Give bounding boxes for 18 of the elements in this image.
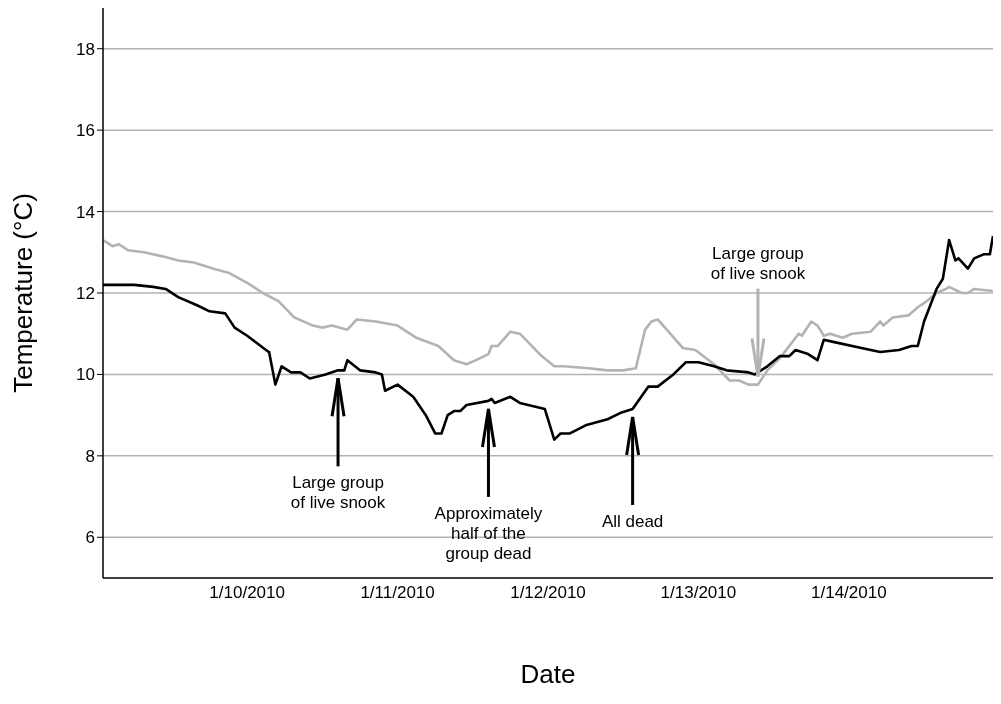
- y-tick-label: 6: [85, 528, 95, 548]
- annotation: Large group of live snook: [290, 473, 386, 513]
- x-tick-label: 1/11/2010: [360, 583, 435, 603]
- y-tick-label: 16: [76, 121, 95, 141]
- x-tick-label: 1/14/2010: [811, 583, 887, 603]
- annotation: Large group of live snook: [710, 243, 806, 283]
- x-tick-label: 1/12/2010: [510, 583, 586, 603]
- annotation: Approximately half of the group dead: [434, 503, 543, 563]
- y-tick-label: 12: [76, 284, 95, 304]
- y-tick-label: 10: [76, 365, 95, 385]
- x-axis-title: Date: [520, 659, 576, 689]
- annotation: All dead: [601, 512, 664, 532]
- x-tick-label: 1/13/2010: [660, 583, 737, 603]
- x-tick-label: 1/10/2010: [209, 583, 285, 603]
- y-tick-label: 8: [85, 446, 95, 466]
- y-tick-label: 14: [76, 202, 95, 222]
- y-tick-label: 18: [76, 39, 95, 59]
- y-axis-title: Temperature (°C): [8, 193, 39, 393]
